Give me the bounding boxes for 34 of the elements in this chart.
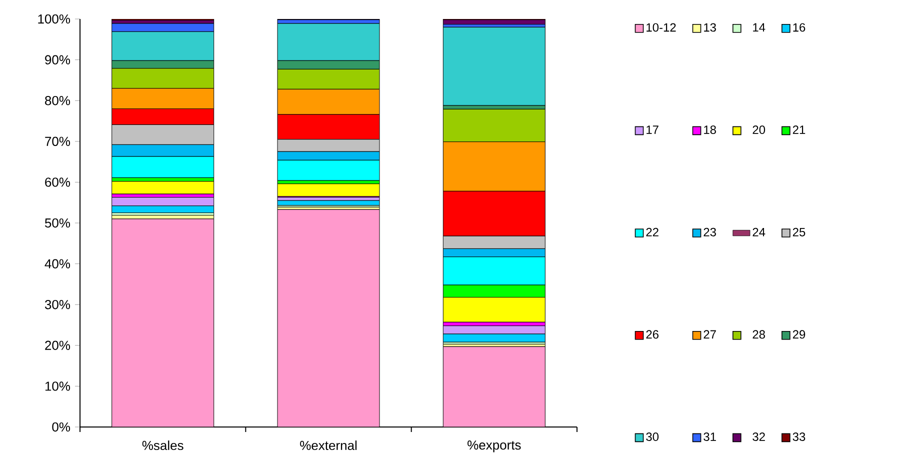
legend-label: 16 <box>793 23 806 32</box>
y-tick-label: 30% <box>44 300 70 310</box>
legend-label: 28 <box>752 330 765 339</box>
legend-label: 31 <box>704 432 716 441</box>
legend-label: 14 <box>753 23 766 32</box>
y-tick-label: 70% <box>45 136 70 146</box>
legend-label: 30 <box>646 432 659 441</box>
x-tick-label: %exports <box>468 440 521 452</box>
legend-label: 20 <box>752 126 766 134</box>
y-tick-label: 20% <box>45 340 70 350</box>
legend-label: 25 <box>792 228 806 236</box>
legend-label: 22 <box>646 228 658 236</box>
x-tick-label: %external <box>300 440 357 450</box>
legend-label: 17 <box>646 126 658 134</box>
legend-label: 23 <box>704 228 716 236</box>
legend-label: 33 <box>792 432 806 441</box>
y-tick-label: 90% <box>45 55 70 64</box>
legend-label: 13 <box>704 23 716 32</box>
y-tick-label: 100% <box>38 14 70 24</box>
legend-label: 27 <box>704 330 716 339</box>
y-tick-label: 10% <box>45 382 70 391</box>
y-tick-label: 50% <box>44 218 70 228</box>
legend-label: 29 <box>792 330 806 339</box>
x-tick-label: %sales <box>142 440 184 450</box>
y-tick-label: 0% <box>52 422 70 432</box>
legend-label: 18 <box>704 126 716 134</box>
legend-label: 26 <box>646 330 658 339</box>
y-tick-label: 80% <box>45 96 70 106</box>
legend-label: 24 <box>752 228 766 236</box>
legend-label: 21 <box>792 126 806 134</box>
legend-label: 32 <box>752 432 765 441</box>
y-tick-label: 40% <box>44 259 70 268</box>
y-tick-label: 60% <box>45 178 70 187</box>
legend-label: 10-12 <box>646 23 676 32</box>
